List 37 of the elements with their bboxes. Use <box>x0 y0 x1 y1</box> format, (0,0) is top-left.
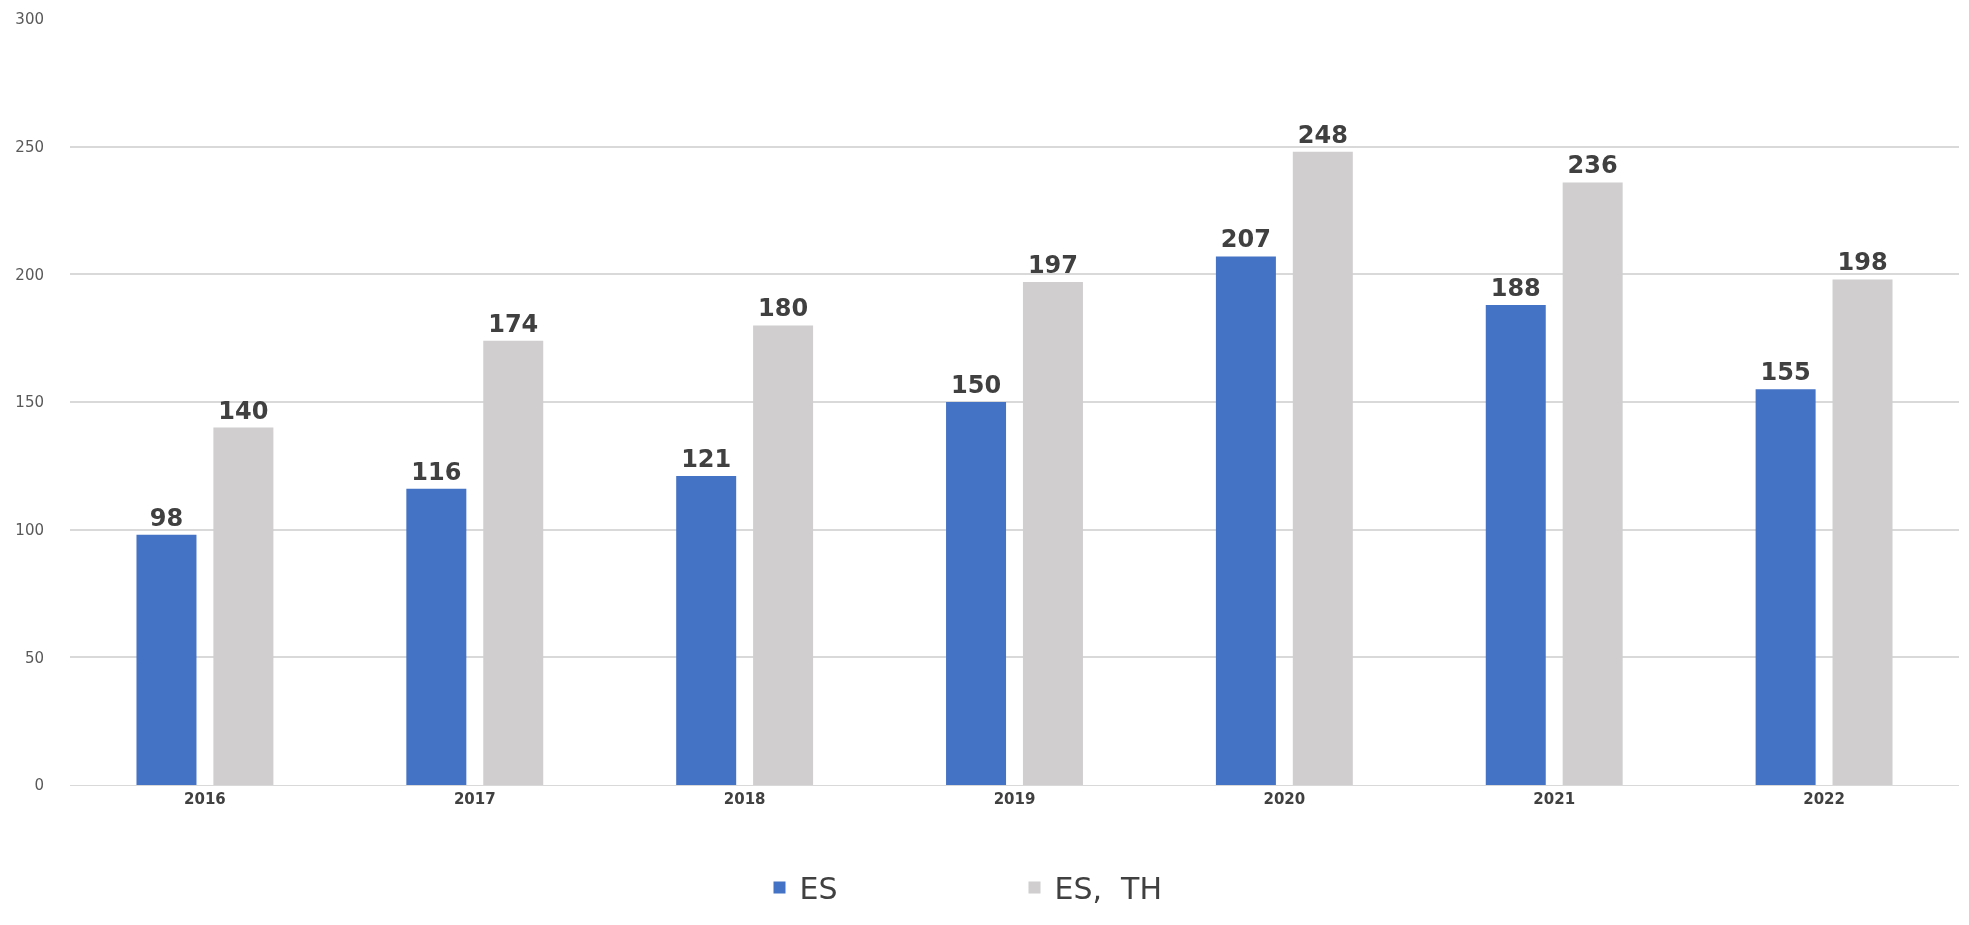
data-label: 180 <box>758 294 809 323</box>
data-label: 248 <box>1297 120 1348 149</box>
y-tick-label: 100 <box>15 520 44 539</box>
data-label: 198 <box>1837 248 1888 277</box>
y-tick-label: 300 <box>15 10 44 29</box>
y-tick-label: 150 <box>15 393 44 412</box>
x-tick-label: 2016 <box>184 790 226 808</box>
data-label: 236 <box>1567 151 1618 180</box>
data-label: 150 <box>950 371 1002 399</box>
bar <box>406 488 467 785</box>
x-tick-label: 2017 <box>453 790 496 808</box>
data-label: 174 <box>488 309 539 338</box>
data-label: 121 <box>681 445 732 474</box>
y-tick-label: 200 <box>15 265 44 284</box>
x-tick-label: 2020 <box>1263 790 1306 808</box>
data-label: 197 <box>1027 250 1079 279</box>
data-label: 155 <box>1760 358 1811 387</box>
y-tick-label: 0 <box>34 776 44 795</box>
data-label: 140 <box>218 396 269 425</box>
data-label: 207 <box>1220 225 1271 254</box>
bar <box>1215 256 1276 785</box>
bar <box>676 476 737 785</box>
x-tick-label: 2021 <box>1533 790 1576 808</box>
x-tick-label: 2018 <box>723 790 766 808</box>
bar <box>136 534 197 785</box>
data-label: 116 <box>411 457 462 486</box>
y-tick-label: 50 <box>24 648 44 667</box>
x-tick-label: 2019 <box>993 790 1036 808</box>
bar <box>1485 304 1546 785</box>
data-label: 98 <box>149 503 184 532</box>
x-tick-label: 2022 <box>1803 790 1845 808</box>
bar <box>1755 389 1816 785</box>
y-tick-label: 250 <box>15 137 44 156</box>
data-label: 188 <box>1490 273 1541 302</box>
bar <box>946 402 1007 785</box>
legend-label: ES <box>799 871 838 907</box>
legend-label: ES, TH <box>1054 871 1162 907</box>
